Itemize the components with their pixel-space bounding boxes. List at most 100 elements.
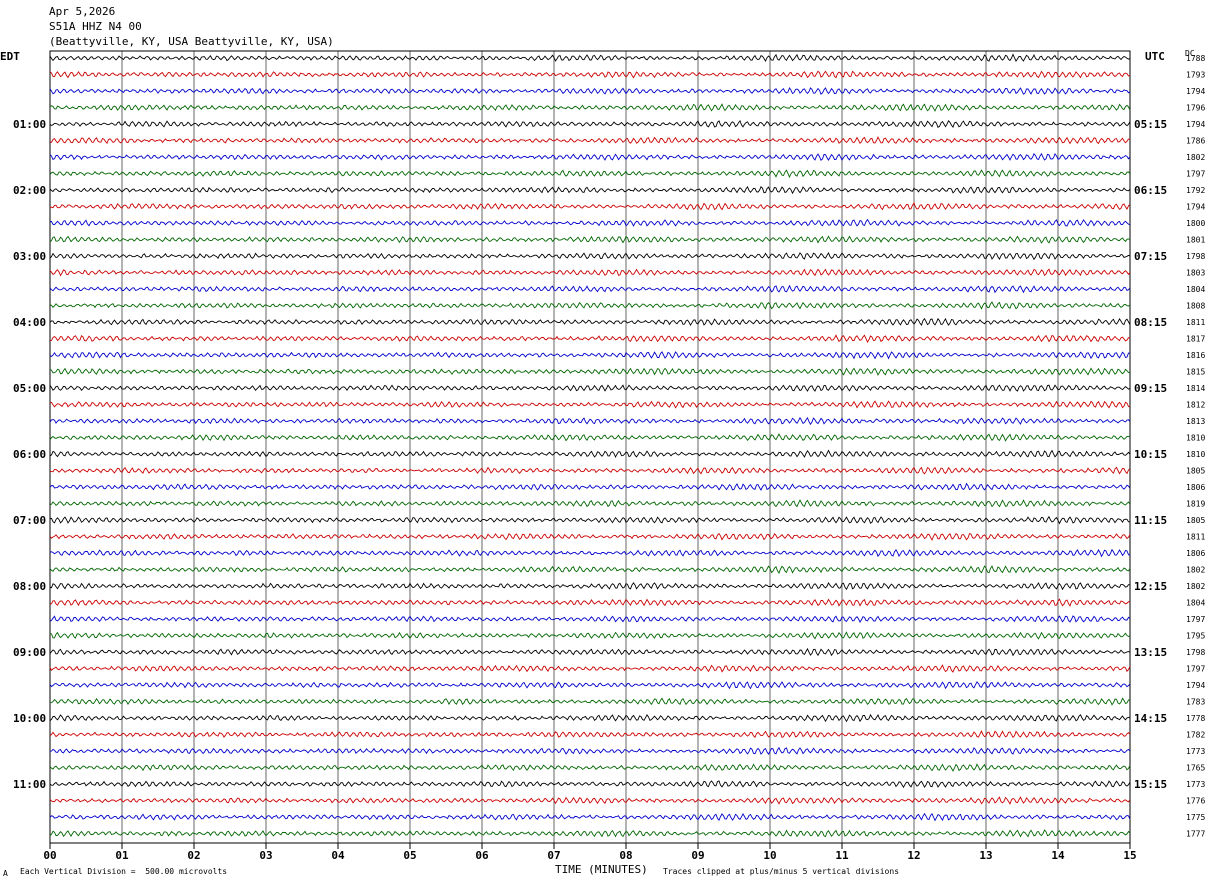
- trace-dc-value: 1811: [1186, 533, 1205, 542]
- trace-dc-value: 1814: [1186, 384, 1205, 393]
- right-hour-label: 10:15: [1134, 448, 1167, 461]
- trace-dc-value: 1794: [1186, 681, 1205, 690]
- seismic-trace: [49, 746, 1131, 755]
- right-hour-label: 06:15: [1134, 184, 1167, 197]
- x-tick-label: 01: [115, 849, 129, 862]
- clipping-note: Traces clipped at plus/minus 5 vertical …: [663, 867, 900, 876]
- x-tick-label: 15: [1123, 849, 1136, 862]
- seismic-trace: [49, 202, 1131, 211]
- trace-dc-value: 1812: [1186, 401, 1205, 410]
- seismic-trace: [49, 730, 1131, 739]
- left-hour-label: 08:00: [13, 580, 46, 593]
- seismic-trace: [49, 681, 1131, 690]
- trace-dc-value: 1797: [1186, 170, 1205, 179]
- right-hour-label: 15:15: [1134, 778, 1167, 791]
- x-tick-label: 12: [907, 849, 920, 862]
- seismic-trace: [49, 532, 1131, 541]
- trace-dc-value: 1805: [1186, 467, 1205, 476]
- x-tick-label: 14: [1051, 849, 1065, 862]
- right-hour-label: 05:15: [1134, 118, 1167, 131]
- trace-dc-value: 1794: [1186, 120, 1205, 129]
- right-hour-label: 12:15: [1134, 580, 1167, 593]
- plot-date: Apr 5,2026: [49, 5, 116, 18]
- seismic-trace: [49, 713, 1131, 723]
- trace-dc-value: 1782: [1186, 731, 1205, 740]
- trace-dc-value: 1802: [1186, 582, 1205, 591]
- seismic-trace: [49, 615, 1131, 624]
- trace-dc-value: 1805: [1186, 516, 1205, 525]
- seismic-trace: [49, 647, 1131, 657]
- seismic-trace: [49, 152, 1131, 162]
- seismic-trace: [49, 384, 1131, 392]
- seismic-trace: [49, 763, 1131, 772]
- trace-dc-value: 1797: [1186, 665, 1205, 674]
- seismic-trace: [49, 268, 1131, 277]
- trace-dc-value: 1777: [1186, 830, 1205, 839]
- seismic-trace: [49, 499, 1131, 508]
- trace-dc-value: 1798: [1186, 648, 1205, 657]
- trace-dc-value: 1788: [1186, 54, 1205, 63]
- right-hour-label: 13:15: [1134, 646, 1167, 659]
- seismic-trace: [49, 400, 1131, 409]
- trace-dc-value: 1778: [1186, 714, 1205, 723]
- trace-dc-value: 1817: [1186, 335, 1205, 344]
- dc-column-title: DC: [1185, 49, 1195, 58]
- right-hour-label: 07:15: [1134, 250, 1167, 263]
- trace-dc-value: 1795: [1186, 632, 1205, 641]
- seismic-trace: [49, 565, 1131, 574]
- trace-dc-value: 1794: [1186, 87, 1205, 96]
- x-tick-label: 13: [979, 849, 992, 862]
- seismic-trace: [49, 301, 1131, 310]
- trace-dc-value: 1810: [1186, 450, 1205, 459]
- trace-dc-value: 1808: [1186, 302, 1205, 311]
- trace-dc-value: 1794: [1186, 203, 1205, 212]
- left-hour-label: 09:00: [13, 646, 46, 659]
- seismic-trace: [49, 53, 1131, 63]
- seismic-trace: [49, 87, 1131, 95]
- left-hour-label: 07:00: [13, 514, 46, 527]
- trace-dc-value: 1813: [1186, 417, 1205, 426]
- corner-mark: A: [3, 869, 8, 878]
- plot-frame: [49, 50, 1131, 844]
- seismic-trace: [49, 218, 1131, 227]
- seismic-trace: [49, 581, 1131, 591]
- trace-dc-value: 1773: [1186, 780, 1205, 789]
- left-hour-label: 03:00: [13, 250, 46, 263]
- seismic-trace: [49, 812, 1131, 822]
- seismic-trace: [49, 186, 1131, 195]
- seismic-trace: [49, 317, 1131, 327]
- x-tick-label: 05: [403, 849, 416, 862]
- trace-dc-value: 1804: [1186, 285, 1205, 294]
- left-hour-label: 10:00: [13, 712, 46, 725]
- seismic-trace: [49, 697, 1130, 706]
- seismic-trace: [49, 103, 1131, 112]
- left-hour-label: 04:00: [13, 316, 46, 329]
- x-tick-label: 04: [331, 849, 345, 862]
- seismic-trace: [49, 829, 1131, 838]
- right-hour-label: 14:15: [1134, 712, 1167, 725]
- trace-dc-value: 1765: [1186, 764, 1205, 773]
- x-tick-label: 10: [763, 849, 776, 862]
- x-tick-label: 00: [43, 849, 56, 862]
- trace-dc-value: 1775: [1186, 813, 1205, 822]
- trace-dc-value: 1797: [1186, 615, 1205, 624]
- trace-dc-value: 1819: [1186, 500, 1205, 509]
- seismic-trace: [49, 780, 1131, 789]
- trace-dc-value: 1803: [1186, 269, 1205, 278]
- seismic-trace: [49, 284, 1131, 294]
- seismic-trace: [49, 235, 1131, 244]
- trace-dc-value: 1773: [1186, 747, 1205, 756]
- trace-dc-value: 1801: [1186, 236, 1205, 245]
- x-tick-label: 09: [691, 849, 704, 862]
- seismic-trace: [49, 136, 1131, 145]
- x-tick-label: 07: [547, 849, 560, 862]
- trace-dc-value: 1796: [1186, 104, 1205, 113]
- x-axis-title: TIME (MINUTES): [555, 863, 648, 876]
- trace-dc-value: 1811: [1186, 318, 1205, 327]
- seismic-trace: [49, 119, 1131, 129]
- seismic-trace: [49, 796, 1131, 805]
- left-hour-label: 02:00: [13, 184, 46, 197]
- seismic-trace: [49, 466, 1131, 475]
- trace-dc-value: 1802: [1186, 566, 1205, 575]
- vertical-scale-note: Each Vertical Division = 500.00 microvol…: [20, 867, 228, 876]
